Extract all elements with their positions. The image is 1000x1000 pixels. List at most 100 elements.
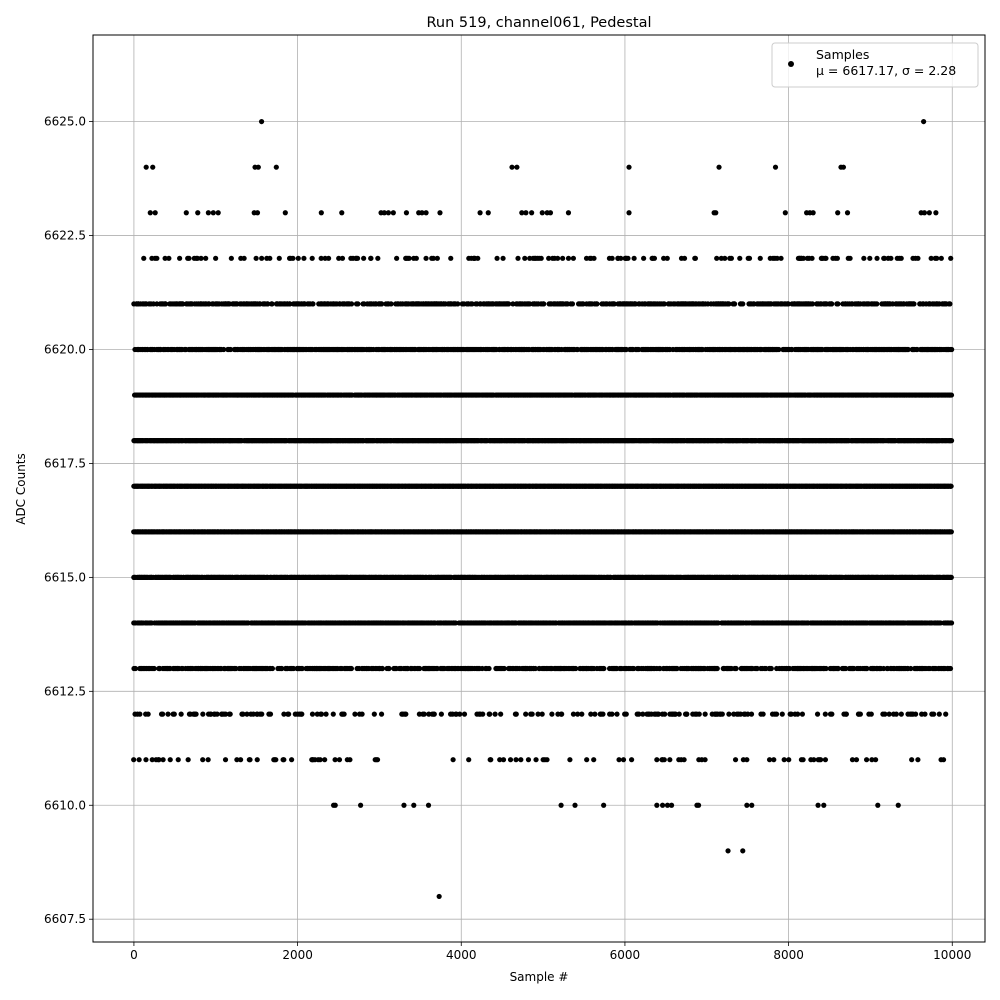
data-point xyxy=(714,255,720,261)
data-point xyxy=(641,255,647,261)
data-point xyxy=(269,301,275,307)
data-point xyxy=(722,255,728,261)
data-point xyxy=(569,301,576,307)
data-point xyxy=(469,301,475,307)
data-point xyxy=(500,255,506,261)
data-point xyxy=(740,301,746,307)
data-point xyxy=(186,255,192,261)
data-point xyxy=(515,255,521,261)
data-point xyxy=(388,301,394,307)
data-point xyxy=(898,255,904,261)
data-point xyxy=(355,301,361,307)
data-point xyxy=(785,301,791,307)
data-point xyxy=(778,255,784,261)
data-point xyxy=(681,255,688,261)
data-point xyxy=(267,255,273,261)
data-point xyxy=(198,255,204,261)
data-point xyxy=(861,255,867,261)
data-point xyxy=(809,255,815,261)
data-point xyxy=(166,255,172,261)
data-point xyxy=(506,301,512,307)
data-point xyxy=(379,301,385,307)
data-point xyxy=(809,301,816,307)
data-point xyxy=(325,255,332,261)
data-point xyxy=(881,255,888,261)
data-point xyxy=(455,301,461,307)
data-point xyxy=(938,255,944,261)
data-point xyxy=(834,255,840,261)
data-point xyxy=(757,255,763,261)
data-point xyxy=(318,255,324,261)
data-point xyxy=(746,255,753,261)
data-points xyxy=(131,118,955,900)
data-point xyxy=(949,346,955,353)
data-point xyxy=(375,255,381,261)
data-point xyxy=(430,255,436,261)
data-point xyxy=(618,255,624,261)
data-point xyxy=(631,255,637,261)
data-point xyxy=(934,255,940,261)
data-point xyxy=(625,255,631,261)
data-point xyxy=(829,301,835,307)
data-point xyxy=(180,301,186,307)
data-point xyxy=(594,301,600,307)
data-point xyxy=(888,255,894,261)
data-point xyxy=(546,255,552,261)
data-point xyxy=(623,346,629,353)
data-point xyxy=(560,255,566,261)
data-point xyxy=(776,346,782,353)
data-point xyxy=(823,255,829,261)
data-point xyxy=(241,255,247,261)
data-point xyxy=(434,255,440,261)
data-point xyxy=(301,255,307,261)
data-point xyxy=(651,255,658,261)
data-point xyxy=(354,255,361,261)
data-point xyxy=(948,392,955,398)
data-point xyxy=(915,255,921,261)
data-point xyxy=(538,255,544,261)
data-point xyxy=(309,255,315,261)
data-point xyxy=(162,255,168,261)
data-point xyxy=(609,255,615,261)
data-point xyxy=(276,255,282,261)
data-point xyxy=(948,255,954,261)
data-point xyxy=(565,255,572,261)
data-point xyxy=(728,255,735,261)
data-point xyxy=(339,255,346,261)
data-point xyxy=(141,255,147,261)
data-point xyxy=(774,255,780,261)
data-point xyxy=(448,255,454,261)
data-point xyxy=(847,255,853,261)
data-point xyxy=(541,301,547,307)
data-point xyxy=(948,438,955,444)
data-point xyxy=(177,255,183,261)
data-point xyxy=(874,255,880,261)
data-point xyxy=(336,255,342,261)
data-point xyxy=(591,255,597,261)
data-point xyxy=(867,255,873,261)
data-point xyxy=(692,255,699,261)
data-point xyxy=(290,255,296,261)
data-point xyxy=(555,255,561,261)
data-point xyxy=(406,255,412,261)
data-point xyxy=(295,255,301,261)
data-point xyxy=(368,255,374,261)
data-point xyxy=(413,255,419,261)
data-point xyxy=(800,255,806,261)
data-point xyxy=(928,255,934,261)
data-point xyxy=(259,255,265,261)
data-point xyxy=(661,255,667,261)
data-point xyxy=(948,483,954,489)
data-point xyxy=(737,255,743,261)
data-point xyxy=(522,255,528,261)
data-point xyxy=(905,346,911,353)
data-point xyxy=(726,301,732,307)
data-point xyxy=(213,255,219,261)
data-point xyxy=(835,301,841,307)
data-point xyxy=(570,255,576,261)
data-point xyxy=(911,301,917,307)
data-point xyxy=(732,301,738,307)
data-point xyxy=(361,255,367,261)
